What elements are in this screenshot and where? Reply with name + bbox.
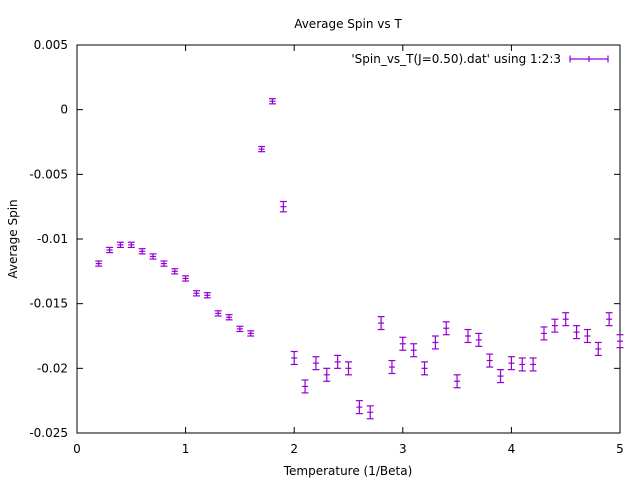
data-point (442, 321, 450, 336)
data-point (594, 341, 602, 356)
data-point (279, 200, 287, 213)
x-tick-label: 0 (73, 442, 81, 456)
data-point (225, 314, 233, 321)
data-point (106, 246, 114, 254)
data-point (421, 361, 429, 376)
x-tick-label: 5 (616, 442, 624, 456)
data-point (192, 290, 200, 297)
data-point (616, 334, 624, 349)
legend: 'Spin_vs_T(J=0.50).dat' using 1:2:3 (351, 52, 609, 66)
data-point (388, 359, 396, 375)
data-point (334, 354, 342, 369)
data-point (562, 312, 570, 327)
x-tick-label: 3 (399, 442, 407, 456)
data-point (399, 336, 407, 351)
data-point (507, 356, 515, 371)
data-point (160, 260, 168, 267)
y-tick-label: -0.01 (37, 232, 68, 246)
data-point (312, 356, 320, 371)
y-tick-label: -0.005 (29, 167, 68, 181)
series-layer (95, 98, 624, 420)
data-point (149, 253, 157, 260)
legend-label: 'Spin_vs_T(J=0.50).dat' using 1:2:3 (351, 52, 561, 66)
data-point (431, 335, 439, 350)
data-point (236, 325, 244, 333)
y-axis: 0.005 0 -0.005 -0.01 -0.015 -0.02 -0.025 (29, 38, 620, 440)
data-point (453, 374, 461, 389)
data-point (377, 316, 385, 331)
y-tick-label: -0.025 (29, 426, 68, 440)
data-point (355, 400, 363, 415)
y-axis-title: Average Spin (6, 199, 20, 278)
data-point (247, 330, 255, 337)
data-point (268, 98, 276, 105)
data-point (518, 357, 526, 372)
x-tick-label: 4 (508, 442, 516, 456)
data-point (345, 361, 352, 376)
x-tick-label: 2 (290, 442, 298, 456)
data-point (366, 405, 374, 420)
data-point (95, 260, 103, 267)
x-axis: 0 1 2 3 4 5 (73, 45, 624, 456)
data-point (214, 310, 222, 317)
data-point (127, 241, 135, 249)
chart-title: Average Spin vs T (294, 17, 402, 31)
data-point (529, 357, 537, 372)
data-point (540, 326, 548, 341)
data-point (497, 369, 505, 384)
data-point (182, 275, 190, 282)
data-point (605, 312, 613, 327)
y-tick-label: 0.005 (34, 38, 68, 52)
data-point (573, 325, 581, 340)
data-point (486, 353, 494, 368)
data-point (203, 292, 211, 299)
y-tick-label: 0 (60, 103, 68, 117)
data-point (258, 145, 266, 153)
data-point (410, 343, 418, 358)
y-tick-label: -0.015 (29, 297, 68, 311)
data-point (464, 328, 472, 344)
data-point (551, 318, 559, 333)
data-point (301, 379, 309, 394)
x-tick-label: 1 (182, 442, 190, 456)
data-point (290, 350, 298, 366)
data-point (171, 268, 179, 275)
data-point (475, 332, 483, 347)
data-point (583, 328, 591, 344)
data-point (323, 367, 331, 382)
y-tick-label: -0.02 (37, 361, 68, 375)
x-axis-title: Temperature (1/Beta) (283, 464, 413, 478)
data-point (138, 248, 146, 255)
legend-sample-errorbar (569, 55, 609, 63)
data-point (116, 241, 124, 249)
